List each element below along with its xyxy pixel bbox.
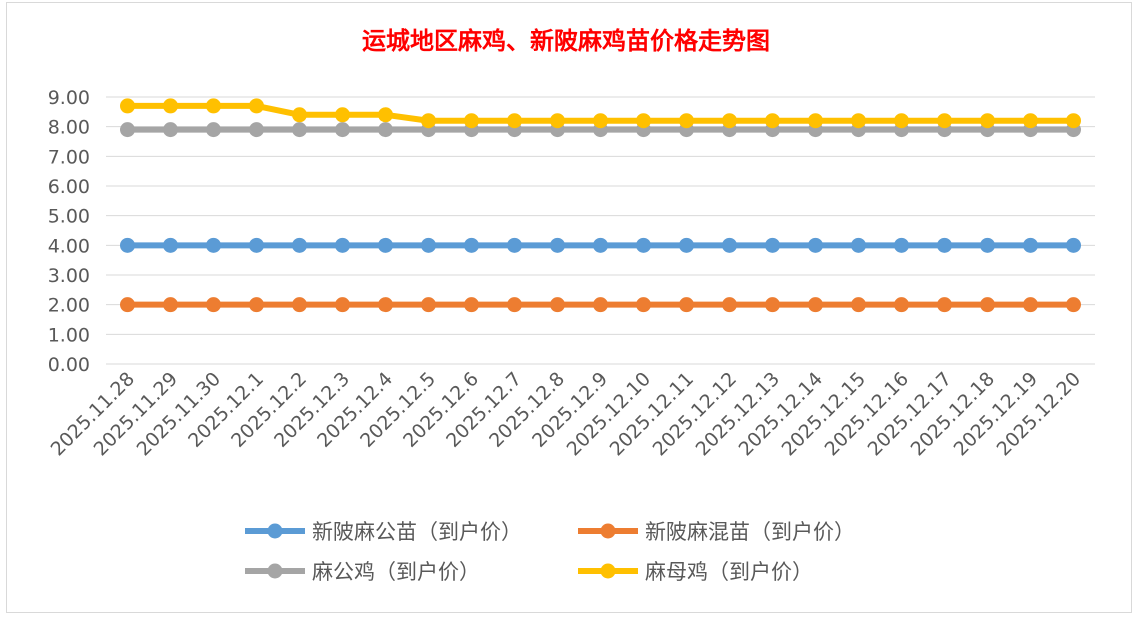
data-point (894, 237, 909, 253)
data-point (1023, 297, 1038, 313)
data-point (249, 98, 264, 114)
data-point (421, 297, 436, 313)
data-point (120, 98, 135, 114)
data-point (378, 122, 393, 138)
data-point (464, 237, 479, 253)
data-point (206, 297, 221, 313)
data-point (1066, 297, 1081, 313)
y-tick-label: 1.00 (48, 324, 90, 346)
data-point (550, 237, 565, 253)
data-point (593, 113, 608, 129)
chart-frame (6, 2, 1132, 613)
y-tick-label: 0.00 (48, 354, 90, 376)
data-point (765, 113, 780, 129)
legend-label: 新陂麻混苗（到户价） (645, 520, 855, 544)
data-point (1023, 113, 1038, 129)
data-point (464, 297, 479, 313)
data-point (679, 297, 694, 313)
data-point (378, 107, 393, 123)
data-point (335, 237, 350, 253)
data-point (507, 237, 522, 253)
legend-label: 新陂麻公苗（到户价） (312, 520, 522, 544)
data-point (464, 113, 479, 129)
data-point (722, 297, 737, 313)
legend-marker (600, 523, 616, 539)
chart-title: 运城地区麻鸡、新陂麻鸡苗价格走势图 (362, 26, 770, 55)
data-point (378, 237, 393, 253)
data-point (120, 122, 135, 138)
data-point (937, 113, 952, 129)
data-point (980, 237, 995, 253)
data-point (507, 297, 522, 313)
y-tick-label: 8.00 (48, 117, 90, 139)
data-point (550, 113, 565, 129)
data-point (851, 113, 866, 129)
data-point (206, 237, 221, 253)
data-point (249, 237, 264, 253)
data-point (292, 122, 307, 138)
legend-marker (600, 563, 616, 579)
data-point (1066, 237, 1081, 253)
data-point (636, 237, 651, 253)
data-point (593, 237, 608, 253)
data-point (894, 297, 909, 313)
data-point (1023, 237, 1038, 253)
y-tick-label: 7.00 (48, 146, 90, 168)
data-point (163, 237, 178, 253)
data-point (808, 113, 823, 129)
data-point (980, 297, 995, 313)
data-point (679, 237, 694, 253)
data-point (937, 237, 952, 253)
y-tick-label: 6.00 (48, 176, 90, 198)
data-point (851, 297, 866, 313)
data-point (808, 237, 823, 253)
data-point (593, 297, 608, 313)
data-point (206, 122, 221, 138)
y-tick-label: 3.00 (48, 265, 90, 287)
data-point (722, 113, 737, 129)
data-point (378, 297, 393, 313)
data-point (335, 107, 350, 123)
data-point (335, 122, 350, 138)
data-point (808, 297, 823, 313)
data-point (937, 297, 952, 313)
data-point (335, 297, 350, 313)
data-point (722, 237, 737, 253)
legend-label: 麻母鸡（到户价） (645, 560, 813, 584)
data-point (120, 297, 135, 313)
data-point (894, 113, 909, 129)
data-point (679, 113, 694, 129)
legend-marker (267, 523, 283, 539)
y-tick-label: 2.00 (48, 295, 90, 317)
legend-marker (267, 563, 283, 579)
data-point (507, 113, 522, 129)
data-point (421, 113, 436, 129)
data-point (206, 98, 221, 114)
legend-label: 麻公鸡（到户价） (312, 560, 480, 584)
data-point (163, 122, 178, 138)
y-tick-label: 9.00 (48, 87, 90, 109)
data-point (163, 98, 178, 114)
data-point (292, 107, 307, 123)
data-point (421, 237, 436, 253)
data-point (292, 297, 307, 313)
y-tick-label: 5.00 (48, 206, 90, 228)
data-point (292, 237, 307, 253)
data-point (120, 237, 135, 253)
data-point (1066, 113, 1081, 129)
data-point (765, 297, 780, 313)
data-point (249, 297, 264, 313)
y-tick-label: 4.00 (48, 235, 90, 257)
data-point (980, 113, 995, 129)
data-point (765, 237, 780, 253)
data-point (636, 113, 651, 129)
data-point (249, 122, 264, 138)
data-point (636, 297, 651, 313)
data-point (550, 297, 565, 313)
data-point (851, 237, 866, 253)
data-point (163, 297, 178, 313)
